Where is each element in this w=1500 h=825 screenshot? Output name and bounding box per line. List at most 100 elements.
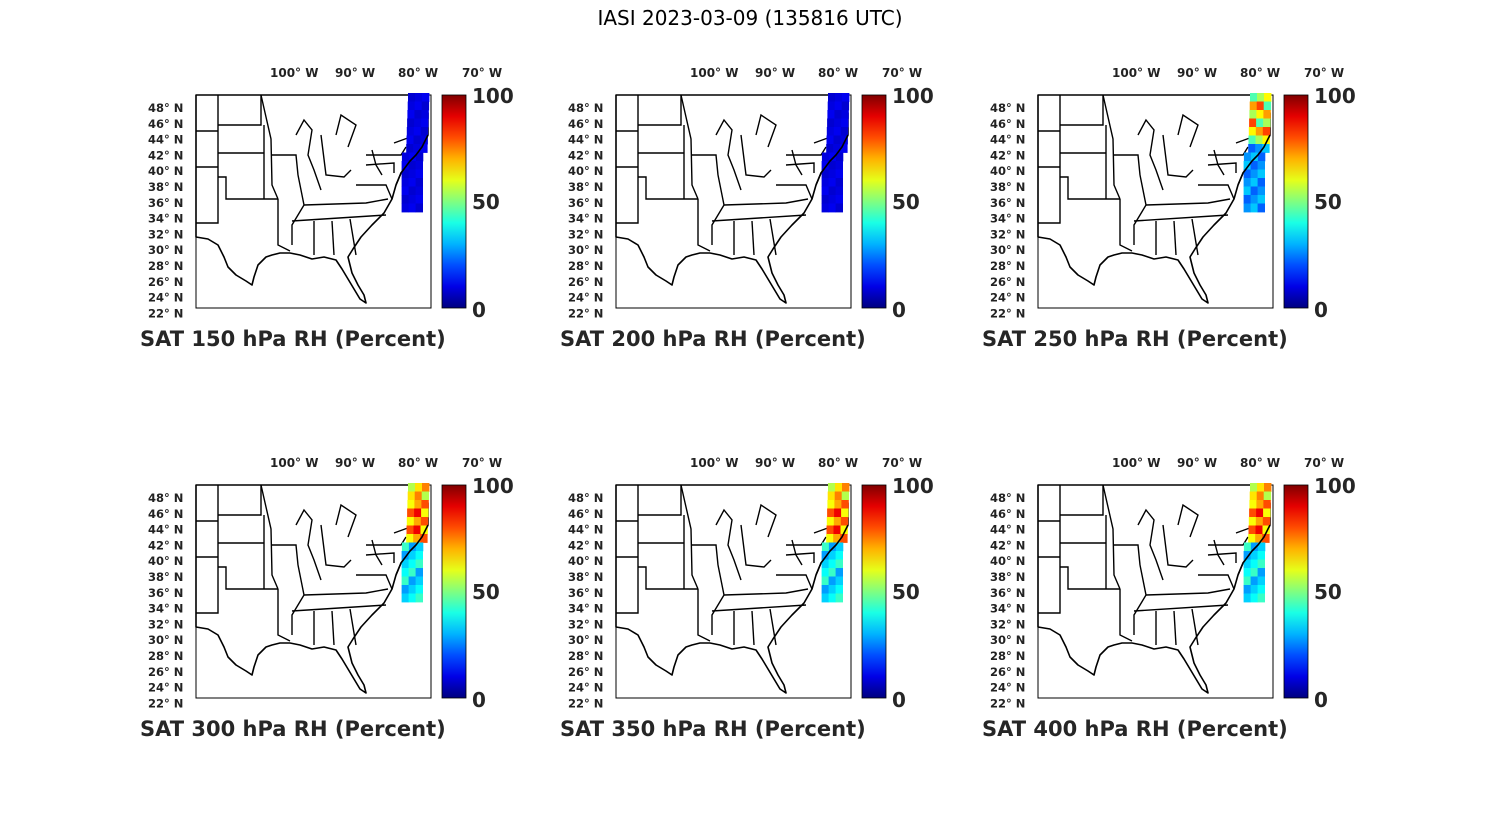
swath-cell bbox=[421, 491, 430, 501]
colorbar bbox=[441, 94, 467, 309]
swath-cell bbox=[401, 568, 409, 577]
swath-cell bbox=[1257, 178, 1265, 187]
state-boundary bbox=[1060, 566, 1120, 590]
swath-cell bbox=[415, 542, 424, 552]
swath-cell bbox=[827, 491, 836, 501]
swath-cell bbox=[1250, 161, 1258, 170]
swath-cell bbox=[1250, 203, 1258, 213]
state-boundary bbox=[366, 146, 407, 156]
swath-cell bbox=[835, 195, 843, 204]
swath-cell bbox=[1249, 101, 1258, 111]
map-panel-250hpa: 100° W 90° W 80° W 70° W 48° N 46° N 44° N 42° … bbox=[982, 66, 1402, 395]
lat-label: 40° N bbox=[990, 164, 1025, 178]
swath-cell bbox=[827, 118, 835, 128]
lat-label: 40° N bbox=[568, 554, 603, 568]
colorbar-tick-label: 50 bbox=[892, 580, 920, 604]
swath-cell bbox=[1257, 169, 1265, 179]
panel-caption: SAT 350 hPa RH (Percent) bbox=[560, 717, 866, 741]
swath-cell bbox=[1257, 203, 1265, 213]
swath-cell bbox=[407, 118, 415, 128]
lat-label: 30° N bbox=[990, 243, 1025, 257]
swath-cell bbox=[828, 178, 836, 187]
state-boundary bbox=[1060, 95, 1104, 126]
lat-label: 34° N bbox=[568, 602, 603, 616]
lat-label: 48° N bbox=[148, 101, 183, 115]
swath-cell bbox=[1250, 559, 1258, 569]
swath-cell bbox=[841, 491, 850, 501]
state-boundary bbox=[638, 566, 698, 590]
state-boundary bbox=[1145, 198, 1231, 206]
swath-cell bbox=[407, 101, 416, 111]
lon-label: 100° W bbox=[690, 456, 738, 470]
lat-label: 36° N bbox=[990, 586, 1025, 600]
lat-label: 48° N bbox=[990, 491, 1025, 505]
swath-cell bbox=[826, 534, 834, 543]
state-boundary bbox=[1060, 176, 1120, 200]
swath-cell bbox=[415, 593, 423, 603]
swath-cell bbox=[1257, 483, 1265, 492]
state-boundary bbox=[791, 539, 803, 566]
state-boundary bbox=[769, 218, 777, 256]
swath-cell bbox=[833, 135, 841, 145]
lat-label: 46° N bbox=[990, 117, 1025, 131]
state-boundary bbox=[1102, 484, 1121, 590]
lat-label: 48° N bbox=[568, 101, 603, 115]
map-plot: 100° W 90° W 80° W 70° W 48° N 46° N 44° N42° … bbox=[568, 456, 934, 712]
swath-cell bbox=[401, 551, 409, 560]
swath-cell bbox=[1257, 593, 1265, 603]
lon-label: 80° W bbox=[818, 456, 858, 470]
swath-cell bbox=[401, 593, 409, 603]
swath-cell bbox=[408, 568, 416, 577]
state-boundary bbox=[1191, 608, 1199, 646]
lat-label: 22° N bbox=[148, 306, 183, 320]
state-boundary bbox=[740, 134, 772, 178]
swath-cell bbox=[1250, 186, 1258, 196]
state-boundary bbox=[291, 174, 305, 245]
swath-cell bbox=[821, 576, 829, 586]
swath-cell bbox=[1257, 93, 1265, 102]
swath-cell bbox=[828, 152, 837, 162]
swath-cell bbox=[835, 186, 843, 196]
state-boundary bbox=[1102, 94, 1121, 200]
state-boundary bbox=[1137, 508, 1164, 581]
swath-cell bbox=[1255, 525, 1263, 535]
swath-cell bbox=[1257, 161, 1265, 170]
swath-cell bbox=[835, 161, 843, 170]
state-boundary bbox=[303, 198, 389, 206]
lat-label: 26° N bbox=[148, 665, 183, 679]
swath-cell bbox=[1243, 203, 1251, 213]
lon-label: 70° W bbox=[1304, 456, 1344, 470]
lon-label: 70° W bbox=[462, 66, 502, 80]
state-boundary bbox=[303, 588, 389, 596]
lat-label: 34° N bbox=[568, 212, 603, 226]
lat-label: 34° N bbox=[990, 212, 1025, 226]
swath-cell bbox=[1250, 576, 1258, 586]
swath-cell bbox=[834, 110, 842, 119]
lat-label: 38° N bbox=[148, 570, 183, 584]
lon-label: 80° W bbox=[398, 456, 438, 470]
swath-cell bbox=[841, 110, 849, 119]
swath-cell bbox=[1248, 144, 1256, 153]
swath-cell bbox=[1257, 551, 1265, 560]
swath-cell bbox=[826, 127, 835, 136]
swath-cell bbox=[1243, 195, 1251, 204]
lon-label: 70° W bbox=[1304, 66, 1344, 80]
state-boundary bbox=[786, 146, 827, 156]
swath-cell bbox=[828, 483, 836, 492]
swath-cell bbox=[401, 585, 409, 594]
swath-cell bbox=[408, 169, 416, 179]
swath-cell bbox=[840, 144, 848, 153]
swath-cell bbox=[415, 585, 423, 594]
coastline-overlay bbox=[1237, 134, 1271, 186]
state-boundary bbox=[1173, 220, 1177, 256]
lat-label: 46° N bbox=[568, 507, 603, 521]
state-boundary bbox=[196, 95, 219, 224]
us-map bbox=[1037, 93, 1272, 304]
swath-cell bbox=[828, 161, 836, 170]
swath-cell bbox=[1257, 186, 1265, 196]
swath-cell bbox=[1262, 127, 1271, 136]
swath-cell bbox=[1256, 491, 1265, 501]
colorbar-tick-label: 50 bbox=[472, 580, 500, 604]
swath-cell bbox=[415, 186, 423, 196]
map-frame bbox=[1037, 484, 1274, 699]
